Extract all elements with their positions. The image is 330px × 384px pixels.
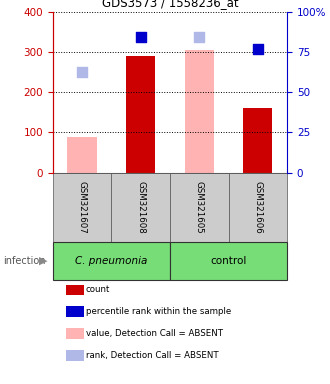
Bar [67,137,97,173]
Point [197,34,202,40]
Bar [170,173,229,242]
Bar [184,50,214,173]
Text: GSM321606: GSM321606 [253,181,262,234]
Text: value, Detection Call = ABSENT: value, Detection Call = ABSENT [86,329,223,338]
Bar [53,242,170,280]
Text: GSM321607: GSM321607 [78,181,86,234]
Text: C. pneumonia: C. pneumonia [75,256,148,266]
Bar [170,242,287,280]
Bar [53,173,112,242]
Text: rank, Detection Call = ABSENT: rank, Detection Call = ABSENT [86,351,218,360]
Text: infection: infection [3,256,46,266]
Point [255,46,260,52]
Text: percentile rank within the sample: percentile rank within the sample [86,307,231,316]
Point [138,33,143,40]
Bar [243,108,273,173]
Text: control: control [210,256,247,266]
Bar [228,173,287,242]
Bar [112,173,170,242]
Title: GDS3573 / 1558236_at: GDS3573 / 1558236_at [102,0,238,9]
Bar [126,56,155,173]
Point [80,69,85,75]
Text: count: count [86,285,110,295]
Text: GSM321605: GSM321605 [195,181,204,234]
Text: GSM321608: GSM321608 [136,181,145,234]
Text: ▶: ▶ [39,256,47,266]
